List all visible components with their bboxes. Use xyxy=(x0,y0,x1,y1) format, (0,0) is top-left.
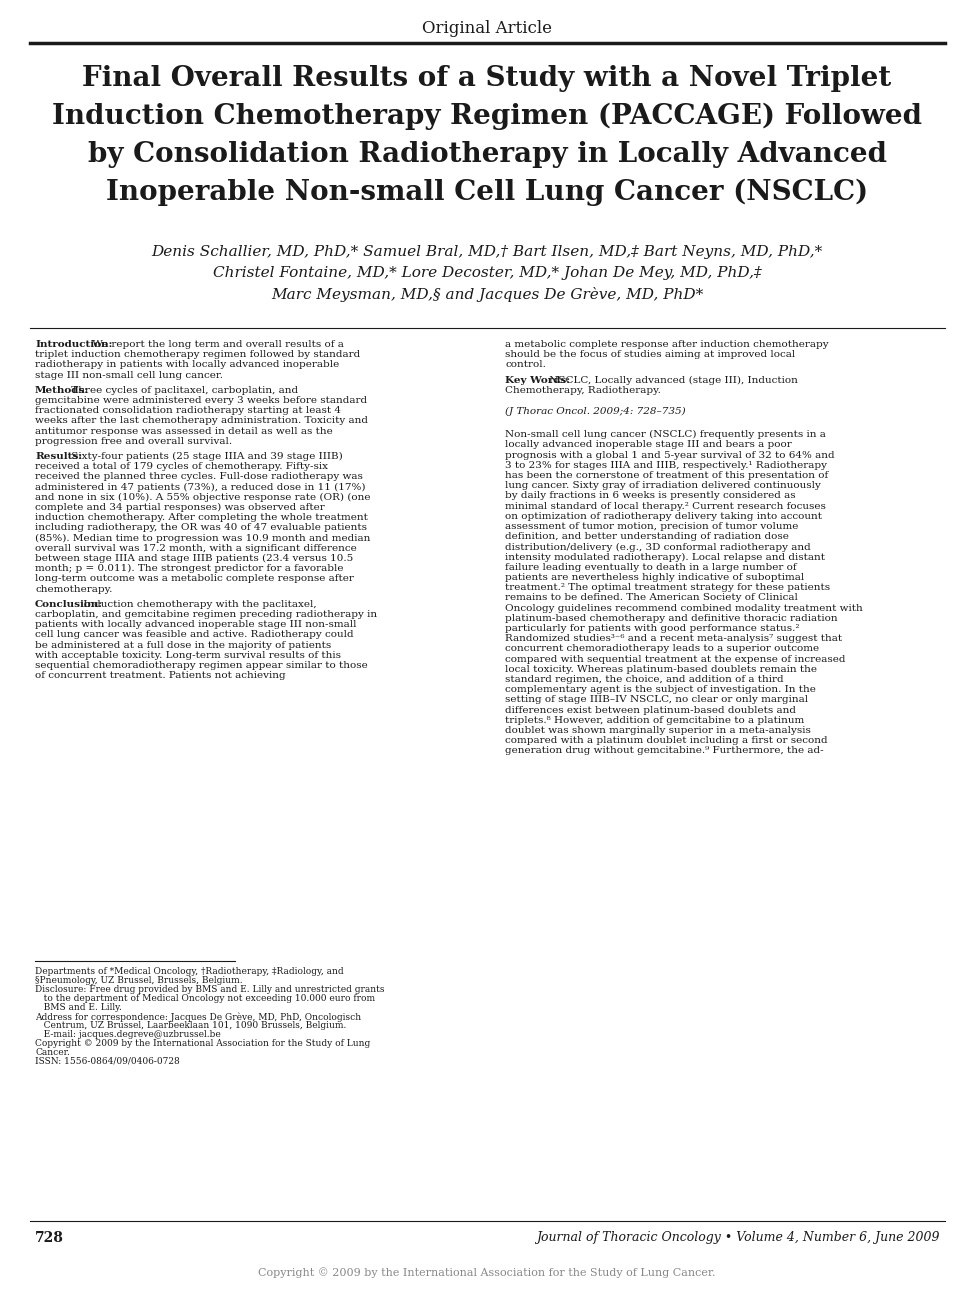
Text: radiotherapy in patients with locally advanced inoperable: radiotherapy in patients with locally ad… xyxy=(35,360,339,369)
Text: prognosis with a global 1 and 5-year survival of 32 to 64% and: prognosis with a global 1 and 5-year sur… xyxy=(505,450,835,459)
Text: assessment of tumor motion, precision of tumor volume: assessment of tumor motion, precision of… xyxy=(505,522,799,531)
Text: platinum-based chemotherapy and definitive thoracic radiation: platinum-based chemotherapy and definiti… xyxy=(505,613,838,622)
Text: (85%). Median time to progression was 10.9 month and median: (85%). Median time to progression was 10… xyxy=(35,534,370,543)
Text: Induction Chemotherapy Regimen (PACCAGE) Followed: Induction Chemotherapy Regimen (PACCAGE)… xyxy=(52,103,922,130)
Text: gemcitabine were administered every 3 weeks before standard: gemcitabine were administered every 3 we… xyxy=(35,395,368,405)
Text: particularly for patients with good performance status.²: particularly for patients with good perf… xyxy=(505,624,800,633)
Text: Denis Schallier, MD, PhD,* Samuel Bral, MD,† Bart Ilsen, MD,‡ Bart Neyns, MD, Ph: Denis Schallier, MD, PhD,* Samuel Bral, … xyxy=(151,245,823,258)
Text: 3 to 23% for stages IIIA and IIIB, respectively.¹ Radiotherapy: 3 to 23% for stages IIIA and IIIB, respe… xyxy=(505,461,827,470)
Text: month; p = 0.011). The strongest predictor for a favorable: month; p = 0.011). The strongest predict… xyxy=(35,564,343,573)
Text: antitumor response was assessed in detail as well as the: antitumor response was assessed in detai… xyxy=(35,427,332,436)
Text: E-mail: jacques.degreve@uzbrussel.be: E-mail: jacques.degreve@uzbrussel.be xyxy=(35,1030,220,1039)
Text: treatment.² The optimal treatment strategy for these patients: treatment.² The optimal treatment strate… xyxy=(505,583,830,592)
Text: Randomized studies³⁻⁶ and a recent meta-analysis⁷ suggest that: Randomized studies³⁻⁶ and a recent meta-… xyxy=(505,634,842,643)
Text: received the planned three cycles. Full-dose radiotherapy was: received the planned three cycles. Full-… xyxy=(35,472,363,482)
Text: 728: 728 xyxy=(35,1231,64,1245)
Text: Final Overall Results of a Study with a Novel Triplet: Final Overall Results of a Study with a … xyxy=(82,65,891,91)
Text: including radiotherapy, the OR was 40 of 47 evaluable patients: including radiotherapy, the OR was 40 of… xyxy=(35,523,367,532)
Text: induction chemotherapy. After completing the whole treatment: induction chemotherapy. After completing… xyxy=(35,513,368,522)
Text: complementary agent is the subject of investigation. In the: complementary agent is the subject of in… xyxy=(505,685,816,694)
Text: Journal of Thoracic Oncology • Volume 4, Number 6, June 2009: Journal of Thoracic Oncology • Volume 4,… xyxy=(536,1231,940,1244)
Text: and none in six (10%). A 55% objective response rate (OR) (one: and none in six (10%). A 55% objective r… xyxy=(35,493,370,502)
Text: remains to be defined. The American Society of Clinical: remains to be defined. The American Soci… xyxy=(505,594,798,603)
Text: NSCLC, Locally advanced (stage III), Induction: NSCLC, Locally advanced (stage III), Ind… xyxy=(546,376,799,385)
Text: long-term outcome was a metabolic complete response after: long-term outcome was a metabolic comple… xyxy=(35,574,354,583)
Text: carboplatin, and gemcitabine regimen preceding radiotherapy in: carboplatin, and gemcitabine regimen pre… xyxy=(35,609,377,619)
Text: generation drug without gemcitabine.⁹ Furthermore, the ad-: generation drug without gemcitabine.⁹ Fu… xyxy=(505,746,824,756)
Text: triplet induction chemotherapy regimen followed by standard: triplet induction chemotherapy regimen f… xyxy=(35,350,360,359)
Text: Conclusion:: Conclusion: xyxy=(35,600,103,609)
Text: administered in 47 patients (73%), a reduced dose in 11 (17%): administered in 47 patients (73%), a red… xyxy=(35,483,366,492)
Text: (J Thorac Oncol. 2009;4: 728–735): (J Thorac Oncol. 2009;4: 728–735) xyxy=(505,407,685,416)
Text: ISSN: 1556-0864/09/0406-0728: ISSN: 1556-0864/09/0406-0728 xyxy=(35,1057,179,1066)
Text: local toxicity. Whereas platinum-based doublets remain the: local toxicity. Whereas platinum-based d… xyxy=(505,664,817,673)
Text: locally advanced inoperable stage III and bears a poor: locally advanced inoperable stage III an… xyxy=(505,440,792,449)
Text: Results:: Results: xyxy=(35,452,82,461)
Text: failure leading eventually to death in a large number of: failure leading eventually to death in a… xyxy=(505,562,797,572)
Text: has been the cornerstone of treatment of this presentation of: has been the cornerstone of treatment of… xyxy=(505,471,828,480)
Text: received a total of 179 cycles of chemotherapy. Fifty-six: received a total of 179 cycles of chemot… xyxy=(35,462,328,471)
Text: Marc Meysman, MD,§ and Jacques De Grève, MD, PhD*: Marc Meysman, MD,§ and Jacques De Grève,… xyxy=(271,287,703,301)
Text: setting of stage IIIB–IV NSCLC, no clear or only marginal: setting of stage IIIB–IV NSCLC, no clear… xyxy=(505,696,808,705)
Text: Original Article: Original Article xyxy=(422,20,552,37)
Text: on optimization of radiotherapy delivery taking into account: on optimization of radiotherapy delivery… xyxy=(505,512,822,521)
Text: sequential chemoradiotherapy regimen appear similar to those: sequential chemoradiotherapy regimen app… xyxy=(35,662,368,669)
Text: doublet was shown marginally superior in a meta-analysis: doublet was shown marginally superior in… xyxy=(505,726,811,735)
Text: Three cycles of paclitaxel, carboplatin, and: Three cycles of paclitaxel, carboplatin,… xyxy=(68,386,298,395)
Text: compared with sequential treatment at the expense of increased: compared with sequential treatment at th… xyxy=(505,655,845,664)
Text: by Consolidation Radiotherapy in Locally Advanced: by Consolidation Radiotherapy in Locally… xyxy=(88,141,886,168)
Text: patients with locally advanced inoperable stage III non-small: patients with locally advanced inoperabl… xyxy=(35,620,357,629)
Text: weeks after the last chemotherapy administration. Toxicity and: weeks after the last chemotherapy admini… xyxy=(35,416,368,425)
Text: a metabolic complete response after induction chemotherapy: a metabolic complete response after indu… xyxy=(505,341,829,348)
Text: Centrum, UZ Brussel, Laarbeeklaan 101, 1090 Brussels, Belgium.: Centrum, UZ Brussel, Laarbeeklaan 101, 1… xyxy=(35,1021,346,1030)
Text: Copyright © 2009 by the International Association for the Study of Lung: Copyright © 2009 by the International As… xyxy=(35,1039,370,1048)
Text: cell lung cancer was feasible and active. Radiotherapy could: cell lung cancer was feasible and active… xyxy=(35,630,354,639)
Text: by daily fractions in 6 weeks is presently considered as: by daily fractions in 6 weeks is present… xyxy=(505,492,796,500)
Text: chemotherapy.: chemotherapy. xyxy=(35,585,112,594)
Text: to the department of Medical Oncology not exceeding 10.000 euro from: to the department of Medical Oncology no… xyxy=(35,994,375,1004)
Text: Methods:: Methods: xyxy=(35,386,89,395)
Text: between stage IIIA and stage IIIB patients (23.4 versus 10.5: between stage IIIA and stage IIIB patien… xyxy=(35,555,353,564)
Text: Induction chemotherapy with the paclitaxel,: Induction chemotherapy with the paclitax… xyxy=(80,600,317,609)
Text: distribution/delivery (e.g., 3D conformal radiotherapy and: distribution/delivery (e.g., 3D conforma… xyxy=(505,543,811,552)
Text: triplets.⁸ However, addition of gemcitabine to a platinum: triplets.⁸ However, addition of gemcitab… xyxy=(505,716,804,724)
Text: concurrent chemoradiotherapy leads to a superior outcome: concurrent chemoradiotherapy leads to a … xyxy=(505,645,819,654)
Text: fractionated consolidation radiotherapy starting at least 4: fractionated consolidation radiotherapy … xyxy=(35,406,341,415)
Text: BMS and E. Lilly.: BMS and E. Lilly. xyxy=(35,1004,122,1011)
Text: Sixty-four patients (25 stage IIIA and 39 stage IIIB): Sixty-four patients (25 stage IIIA and 3… xyxy=(68,452,342,461)
Text: minimal standard of local therapy.² Current research focuses: minimal standard of local therapy.² Curr… xyxy=(505,501,826,510)
Text: should be the focus of studies aiming at improved local: should be the focus of studies aiming at… xyxy=(505,350,796,359)
Text: Copyright © 2009 by the International Association for the Study of Lung Cancer.: Copyright © 2009 by the International As… xyxy=(258,1267,716,1278)
Text: Disclosure: Free drug provided by BMS and E. Lilly and unrestricted grants: Disclosure: Free drug provided by BMS an… xyxy=(35,985,384,994)
Text: intensity modulated radiotherapy). Local relapse and distant: intensity modulated radiotherapy). Local… xyxy=(505,552,825,561)
Text: differences exist between platinum-based doublets and: differences exist between platinum-based… xyxy=(505,706,796,715)
Text: stage III non-small cell lung cancer.: stage III non-small cell lung cancer. xyxy=(35,371,223,380)
Text: Departments of *Medical Oncology, †Radiotherapy, ‡Radiology, and: Departments of *Medical Oncology, †Radio… xyxy=(35,967,343,976)
Text: with acceptable toxicity. Long-term survival results of this: with acceptable toxicity. Long-term surv… xyxy=(35,651,341,660)
Text: progression free and overall survival.: progression free and overall survival. xyxy=(35,437,232,446)
Text: Oncology guidelines recommend combined modality treatment with: Oncology guidelines recommend combined m… xyxy=(505,604,863,612)
Text: §Pneumology, UZ Brussel, Brussels, Belgium.: §Pneumology, UZ Brussel, Brussels, Belgi… xyxy=(35,976,243,985)
Text: complete and 34 partial responses) was observed after: complete and 34 partial responses) was o… xyxy=(35,502,325,512)
Text: Key Words:: Key Words: xyxy=(505,376,570,385)
Text: standard regimen, the choice, and addition of a third: standard regimen, the choice, and additi… xyxy=(505,675,784,684)
Text: Inoperable Non-small Cell Lung Cancer (NSCLC): Inoperable Non-small Cell Lung Cancer (N… xyxy=(106,179,868,206)
Text: Introduction:: Introduction: xyxy=(35,341,112,348)
Text: lung cancer. Sixty gray of irradiation delivered continuously: lung cancer. Sixty gray of irradiation d… xyxy=(505,482,821,491)
Text: Address for correspondence: Jacques De Grève, MD, PhD, Oncologisch: Address for correspondence: Jacques De G… xyxy=(35,1011,361,1022)
Text: of concurrent treatment. Patients not achieving: of concurrent treatment. Patients not ac… xyxy=(35,671,286,680)
Text: compared with a platinum doublet including a first or second: compared with a platinum doublet includi… xyxy=(505,736,828,745)
Text: definition, and better understanding of radiation dose: definition, and better understanding of … xyxy=(505,532,789,542)
Text: We report the long term and overall results of a: We report the long term and overall resu… xyxy=(89,341,343,348)
Text: Non-small cell lung cancer (NSCLC) frequently presents in a: Non-small cell lung cancer (NSCLC) frequ… xyxy=(505,431,826,440)
Text: be administered at a full dose in the majority of patients: be administered at a full dose in the ma… xyxy=(35,641,332,650)
Text: Chemotherapy, Radiotherapy.: Chemotherapy, Radiotherapy. xyxy=(505,386,661,395)
Text: patients are nevertheless highly indicative of suboptimal: patients are nevertheless highly indicat… xyxy=(505,573,804,582)
Text: Cancer.: Cancer. xyxy=(35,1048,70,1057)
Text: overall survival was 17.2 month, with a significant difference: overall survival was 17.2 month, with a … xyxy=(35,544,357,553)
Text: Christel Fontaine, MD,* Lore Decoster, MD,* Johan De Mey, MD, PhD,‡: Christel Fontaine, MD,* Lore Decoster, M… xyxy=(213,266,761,281)
Text: control.: control. xyxy=(505,360,546,369)
